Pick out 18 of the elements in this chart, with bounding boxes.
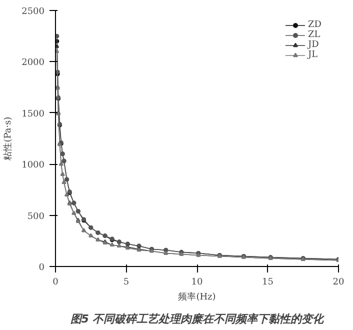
y-tick-label: 2000: [22, 58, 45, 68]
y-tick-label: 2500: [22, 7, 45, 17]
y-tick-label: 0: [38, 263, 45, 273]
x-tick-label: 15: [262, 278, 274, 288]
x-tick-label: 10: [191, 278, 203, 288]
legend-label: JD: [308, 40, 320, 50]
y-axis-title: 粘性(Pa·s): [2, 116, 14, 160]
y-tick-label: 1500: [22, 109, 45, 120]
x-tick-label: 20: [332, 278, 344, 288]
y-tick-label: 1000: [22, 160, 45, 171]
y-tick-label: 500: [27, 212, 45, 222]
x-axis-title: 频率(Hz): [178, 292, 216, 302]
x-tick-label: 5: [123, 278, 130, 288]
legend-label: ZD: [308, 20, 322, 30]
caption: 图5 不同破碎工艺处理肉糜在不同频率下黏性的变化: [70, 312, 325, 326]
legend-label: JL: [308, 50, 319, 60]
x-tick-label: 0: [52, 278, 59, 288]
legend-label: ZL: [308, 30, 322, 40]
